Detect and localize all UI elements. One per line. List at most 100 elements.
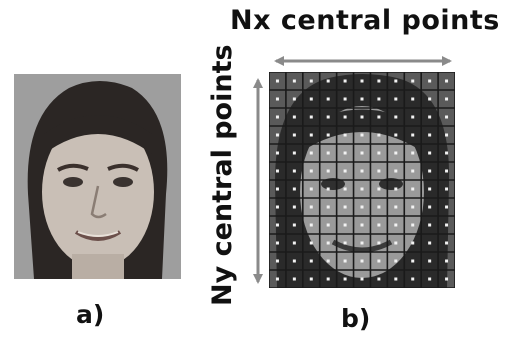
central-point: [377, 97, 381, 101]
central-point: [411, 115, 415, 119]
central-point: [326, 241, 330, 245]
central-point: [292, 151, 296, 155]
central-point: [309, 277, 313, 281]
central-point: [394, 241, 398, 245]
central-point: [360, 187, 364, 191]
central-point: [428, 205, 432, 209]
central-point: [309, 241, 313, 245]
central-point: [292, 241, 296, 245]
central-point: [292, 205, 296, 209]
central-point: [428, 133, 432, 137]
central-point: [275, 97, 279, 101]
central-point: [428, 151, 432, 155]
central-point: [343, 79, 347, 83]
central-point: [428, 223, 432, 227]
central-point: [428, 97, 432, 101]
central-point: [377, 151, 381, 155]
central-point: [292, 115, 296, 119]
central-point: [377, 259, 381, 263]
central-point: [428, 277, 432, 281]
central-point: [377, 277, 381, 281]
central-point: [360, 115, 364, 119]
central-point: [445, 277, 449, 281]
central-point: [394, 259, 398, 263]
central-point: [360, 259, 364, 263]
central-point: [275, 277, 279, 281]
central-point: [343, 187, 347, 191]
central-point: [275, 187, 279, 191]
central-point: [292, 133, 296, 137]
central-point: [360, 169, 364, 173]
central-point: [394, 79, 398, 83]
central-point: [326, 187, 330, 191]
central-point: [309, 79, 313, 83]
central-point: [309, 187, 313, 191]
central-point: [275, 79, 279, 83]
central-point: [394, 151, 398, 155]
central-point: [343, 259, 347, 263]
central-point: [275, 259, 279, 263]
sampling-grid-face: [269, 72, 455, 288]
central-point: [292, 277, 296, 281]
central-point: [360, 151, 364, 155]
central-point: [292, 259, 296, 263]
central-point: [292, 97, 296, 101]
central-point: [394, 115, 398, 119]
central-point: [360, 241, 364, 245]
grid-lines: [269, 72, 455, 288]
central-point: [309, 151, 313, 155]
central-point: [326, 277, 330, 281]
central-point: [377, 79, 381, 83]
central-point: [445, 205, 449, 209]
central-point: [343, 169, 347, 173]
central-point: [411, 97, 415, 101]
central-point: [445, 241, 449, 245]
central-point: [275, 205, 279, 209]
central-point: [309, 169, 313, 173]
central-point: [343, 223, 347, 227]
central-point: [394, 223, 398, 227]
central-point: [360, 79, 364, 83]
central-point: [275, 223, 279, 227]
central-point: [411, 205, 415, 209]
central-point: [445, 169, 449, 173]
central-point: [428, 187, 432, 191]
central-point: [343, 133, 347, 137]
central-point: [275, 151, 279, 155]
central-point: [360, 205, 364, 209]
central-point: [343, 151, 347, 155]
grid-points: [275, 79, 449, 281]
central-point: [309, 97, 313, 101]
central-point: [309, 223, 313, 227]
central-point: [343, 241, 347, 245]
central-point: [411, 259, 415, 263]
central-point: [360, 223, 364, 227]
central-point: [343, 97, 347, 101]
ny-label: Ny central points: [207, 44, 238, 306]
central-point: [445, 151, 449, 155]
central-point: [343, 205, 347, 209]
central-point: [275, 133, 279, 137]
central-point: [445, 187, 449, 191]
central-point: [411, 241, 415, 245]
central-point: [360, 277, 364, 281]
central-point: [343, 115, 347, 119]
central-point: [326, 97, 330, 101]
central-point: [377, 223, 381, 227]
central-point: [377, 241, 381, 245]
central-point: [377, 169, 381, 173]
central-point: [377, 115, 381, 119]
central-point: [343, 277, 347, 281]
central-point: [428, 79, 432, 83]
nx-label: Nx central points: [230, 5, 500, 36]
central-point: [394, 133, 398, 137]
central-point: [428, 259, 432, 263]
central-point: [309, 259, 313, 263]
central-point: [411, 187, 415, 191]
central-point: [326, 259, 330, 263]
central-point: [326, 169, 330, 173]
central-point: [275, 169, 279, 173]
central-point: [445, 259, 449, 263]
central-point: [428, 169, 432, 173]
